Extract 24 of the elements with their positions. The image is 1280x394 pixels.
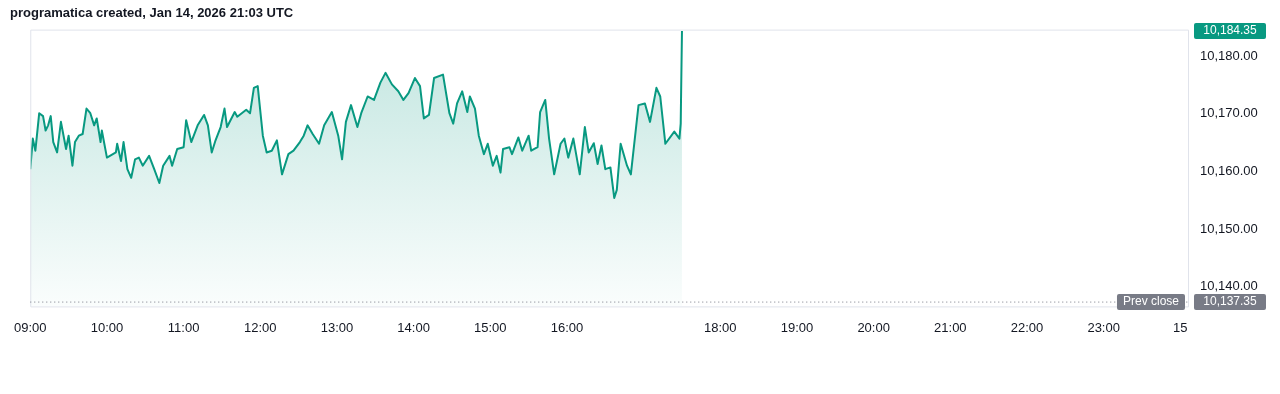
y-tick-label: 10,150.00 [1200, 220, 1258, 236]
y-tick-label: 10,170.00 [1200, 105, 1258, 121]
ref-line-label: Prev close [1122, 294, 1180, 309]
text: 10,184.35 [1203, 23, 1258, 38]
annotation: 10,137.35 [1203, 294, 1258, 309]
x-tick-label: 12:00 [244, 319, 277, 335]
chart-title: programatica created, Jan 14, 2026 21:03 UTC [10, 5, 294, 21]
x-tick-label: 09:00 [13, 319, 47, 335]
y-tick-label: 10,160.00 [1200, 163, 1258, 179]
x-tick-label: 14:00 [397, 319, 430, 335]
x-tick-label: 13:00 [320, 319, 354, 335]
x-tick-label: 11:00 [167, 319, 200, 335]
x-tick-label: 15 [1173, 319, 1188, 335]
x-tick-label: 21:00 [934, 319, 967, 335]
x-tick-label: 22:00 [1010, 319, 1044, 335]
x-tick-label: 23:00 [1087, 319, 1120, 335]
x-tick-label: 20:00 [857, 319, 890, 335]
x-tick-label: 15:00 [474, 319, 507, 335]
y-tick-label: 10,180.00 [1200, 47, 1258, 63]
x-tick-label: 19:00 [780, 319, 814, 335]
x-tick-label: 18:00 [704, 319, 737, 335]
x-tick-label: 10:00 [90, 319, 124, 335]
y-tick-label: 10,140.00 [1200, 278, 1258, 294]
x-tick-label: 16:00 [550, 319, 584, 335]
